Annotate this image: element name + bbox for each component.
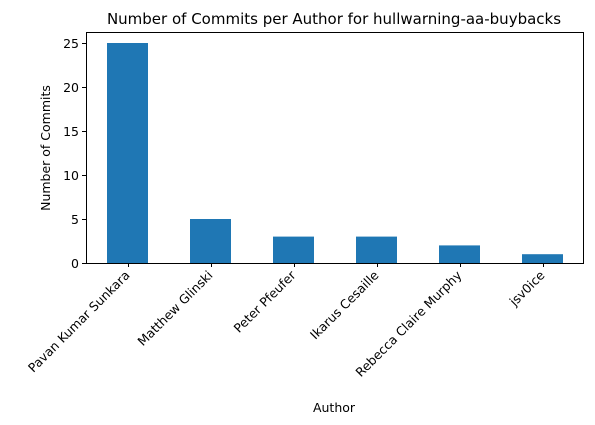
y-tick-label-1: 5 (71, 212, 79, 227)
y-axis: 0 5 10 15 20 25 (63, 36, 86, 271)
y-tick-label-0: 0 (71, 256, 79, 271)
bar-3 (356, 236, 397, 263)
bars-group (107, 43, 563, 263)
bar-5 (522, 254, 563, 263)
y-tick-label-5: 25 (63, 36, 79, 51)
bar-4 (439, 245, 480, 263)
plot-frame (86, 32, 584, 264)
bar-1 (190, 219, 231, 263)
bar-2 (273, 236, 314, 263)
bar-0 (107, 43, 148, 263)
y-tick-label-4: 20 (63, 80, 79, 95)
y-axis-title: Number of Commits (38, 85, 53, 211)
y-tick-label-2: 10 (63, 168, 79, 183)
x-axis-title: Author (313, 400, 356, 415)
chart-title: Number of Commits per Author for hullwar… (107, 10, 561, 28)
y-tick-label-3: 15 (63, 124, 79, 139)
